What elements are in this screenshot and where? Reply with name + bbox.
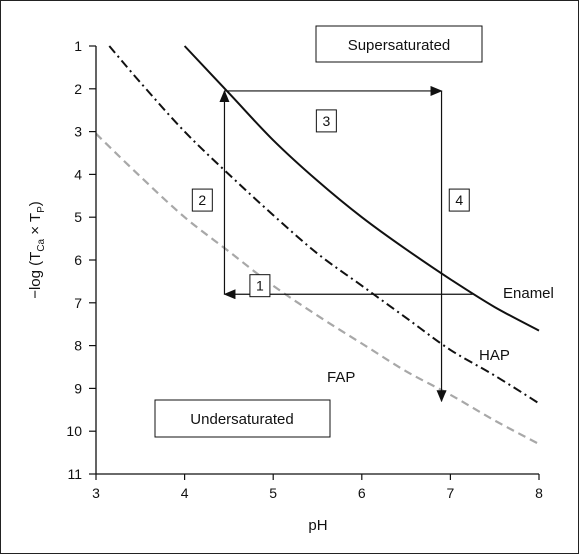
series-line-hap [108, 45, 540, 405]
y-tick-label: 6 [74, 252, 82, 268]
y-tick-label: 2 [74, 81, 82, 97]
y-tick-label: 11 [67, 466, 82, 482]
step-box-1 [249, 274, 271, 298]
y-axis-title: −log (TCa × TP) [27, 201, 47, 299]
step-box-2 [191, 188, 213, 212]
x-tick-label: 7 [447, 485, 455, 501]
y-tick-label: 3 [74, 124, 82, 140]
undersaturated-label: Undersaturated [190, 411, 293, 428]
x-tick-label: 6 [358, 485, 366, 501]
supersaturated-box [315, 25, 483, 63]
step-label-4: 4 [455, 192, 463, 208]
step-label-3: 3 [322, 113, 330, 129]
series-line-fap [95, 132, 540, 445]
x-tick-label: 8 [535, 485, 543, 501]
fap-label: FAP [327, 369, 355, 386]
y-tick-label: 8 [74, 338, 82, 354]
x-tick-label: 3 [92, 485, 100, 501]
y-tick-label: 1 [74, 38, 82, 54]
step-box-4 [448, 188, 470, 212]
step-box-3 [315, 109, 337, 133]
x-tick-label: 4 [181, 485, 189, 501]
step-label-2: 2 [198, 192, 206, 208]
series-line-enamel [183, 45, 540, 332]
step-label-1: 1 [256, 278, 264, 294]
hap-label: HAP [479, 347, 510, 364]
y-tick-label: 5 [74, 209, 82, 225]
supersaturated-label: Supersaturated [348, 37, 451, 54]
y-tick-label: 4 [74, 166, 82, 182]
y-tick-label: 9 [74, 380, 82, 396]
undersaturated-box [154, 399, 331, 438]
y-tick-label: 10 [66, 423, 82, 439]
y-tick-label: 7 [74, 295, 82, 311]
x-axis-title: pH [308, 517, 327, 534]
x-tick-label: 5 [269, 485, 277, 501]
enamel-label: Enamel [503, 285, 554, 302]
